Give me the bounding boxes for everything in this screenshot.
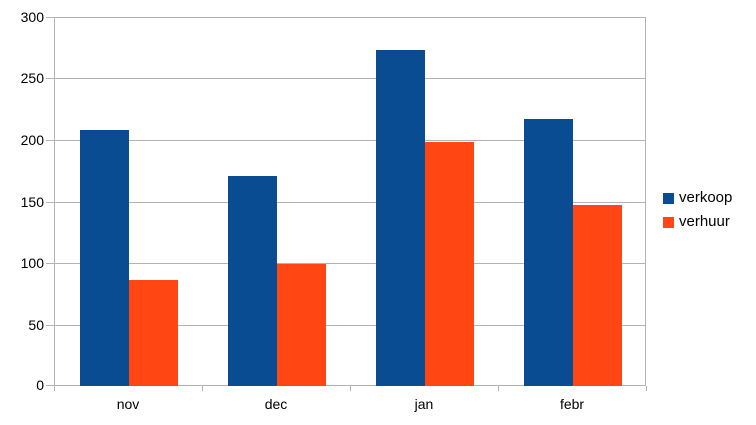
legend-item-verhuur: verhuur bbox=[663, 214, 732, 230]
legend-label: verkoop bbox=[679, 189, 733, 206]
bar-verkoop-febr bbox=[524, 119, 573, 386]
gridline-y-200 bbox=[55, 140, 645, 141]
y-tick-mark bbox=[46, 202, 54, 203]
bar-verkoop-dec bbox=[228, 176, 277, 386]
x-tick-mark bbox=[350, 386, 351, 391]
x-category-label-dec: dec bbox=[264, 396, 288, 412]
y-tick-label: 100 bbox=[20, 255, 44, 271]
bar-verhuur-dec bbox=[277, 264, 326, 386]
x-category-label-febr: febr bbox=[559, 396, 585, 412]
y-tick-label: 300 bbox=[20, 9, 44, 25]
legend-swatch-icon bbox=[663, 192, 674, 204]
gridline-y-150 bbox=[55, 202, 645, 203]
bar-verhuur-febr bbox=[573, 205, 622, 386]
plot-area bbox=[54, 17, 646, 386]
gridline-y-300 bbox=[55, 17, 645, 18]
x-tick-mark bbox=[54, 386, 55, 391]
legend-item-verkoop: verkoop bbox=[663, 190, 732, 206]
bar-verkoop-nov bbox=[80, 130, 129, 386]
y-tick-mark bbox=[46, 17, 54, 18]
y-tick-label: 50 bbox=[28, 317, 44, 333]
gridline-y-250 bbox=[55, 78, 645, 79]
legend-label: verhuur bbox=[679, 213, 730, 230]
y-tick-mark bbox=[46, 140, 54, 141]
legend-swatch-icon bbox=[663, 216, 674, 228]
y-tick-label: 0 bbox=[36, 377, 44, 393]
legend: verkoop verhuur bbox=[663, 190, 732, 238]
y-tick-label: 150 bbox=[20, 194, 44, 210]
y-tick-label: 200 bbox=[20, 132, 44, 148]
gridline-y-100 bbox=[55, 263, 645, 264]
y-tick-mark bbox=[46, 78, 54, 79]
y-tick-label: 250 bbox=[20, 70, 44, 86]
x-category-label-nov: nov bbox=[116, 396, 140, 412]
x-category-label-jan: jan bbox=[414, 396, 434, 412]
y-tick-mark bbox=[46, 325, 54, 326]
y-tick-mark bbox=[46, 385, 54, 386]
gridline-y-50 bbox=[55, 325, 645, 326]
bar-verkoop-jan bbox=[376, 50, 425, 386]
y-tick-mark bbox=[46, 263, 54, 264]
x-tick-mark bbox=[202, 386, 203, 391]
x-tick-mark bbox=[646, 386, 647, 391]
bar-verhuur-nov bbox=[129, 280, 178, 386]
x-tick-mark bbox=[498, 386, 499, 391]
gridline-y-0 bbox=[55, 385, 645, 386]
bar-verhuur-jan bbox=[425, 142, 474, 386]
